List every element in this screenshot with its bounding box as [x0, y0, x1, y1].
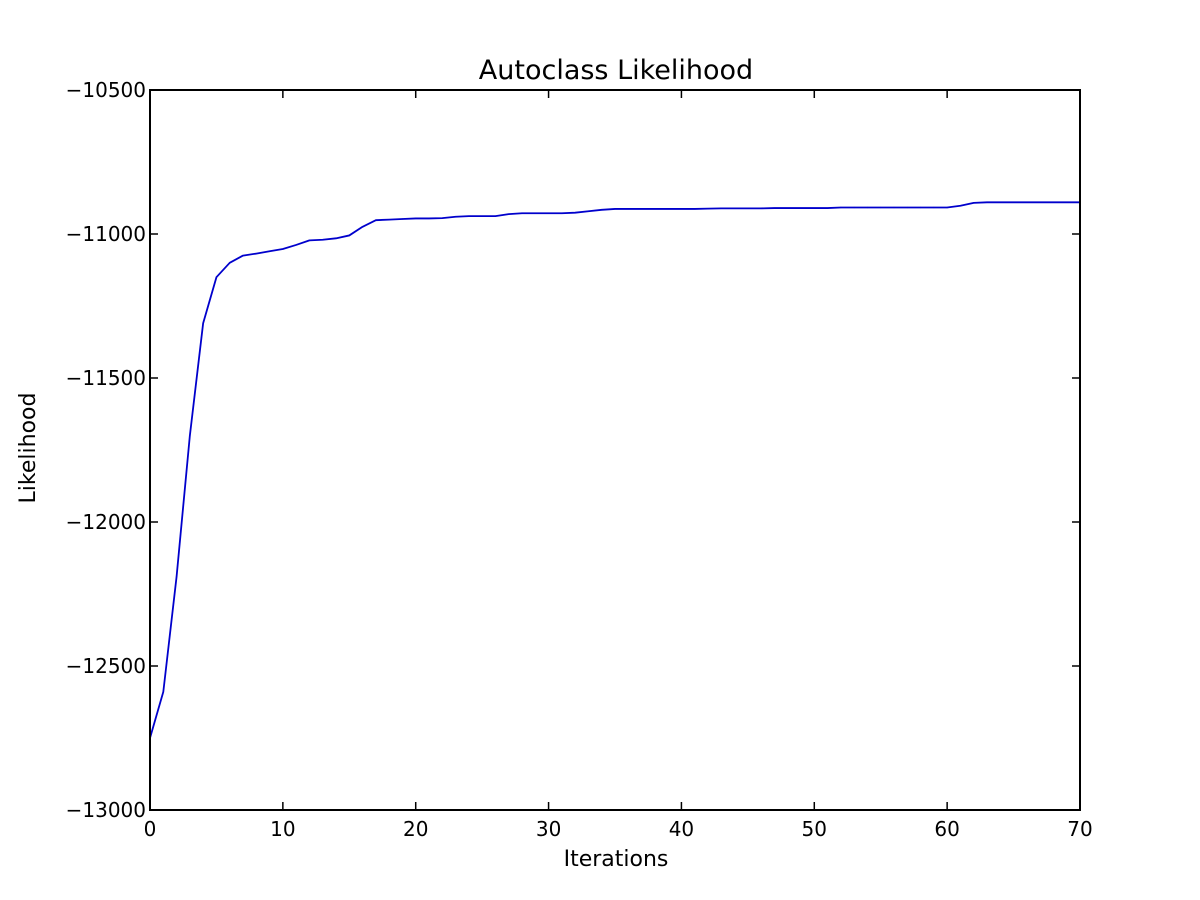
- x-tick-label: 10: [270, 817, 295, 841]
- data-point: [348, 234, 350, 237]
- data-point: [601, 209, 603, 211]
- data-point: [946, 206, 948, 209]
- data-point: [866, 206, 869, 209]
- data-point: [282, 248, 284, 250]
- data-point: [773, 207, 776, 209]
- data-point: [853, 206, 855, 209]
- data-point: [826, 207, 829, 209]
- data-point: [494, 215, 497, 217]
- data-point: [454, 216, 457, 218]
- data-point: [242, 255, 244, 257]
- data-point: [388, 219, 390, 221]
- y-tick-label: −13000: [66, 798, 146, 822]
- data-point: [654, 208, 656, 210]
- y-axis-label: Likelihood: [16, 393, 41, 504]
- data-point: [906, 206, 908, 209]
- data-point: [587, 210, 590, 212]
- data-point: [268, 250, 271, 252]
- data-point: [322, 239, 324, 241]
- data-point: [973, 202, 975, 204]
- axis-ticks: 0 10 20 30 40 50 60 70 −13000 −12500 −12000 −11500 −…: [66, 78, 1093, 841]
- plot-frame: [149, 89, 1081, 811]
- data-point: [468, 215, 470, 217]
- data-point: [880, 206, 882, 209]
- data-point: [229, 262, 231, 264]
- x-tick-label: 40: [669, 817, 694, 841]
- data-point: [1066, 201, 1068, 203]
- data-point: [401, 218, 404, 220]
- data-point: [215, 276, 218, 278]
- y-tick-label: −11000: [66, 222, 146, 246]
- data-point: [534, 212, 536, 214]
- data-point: [800, 207, 802, 209]
- data-point: [813, 207, 815, 209]
- data-point: [508, 213, 510, 215]
- x-tick-label: 30: [536, 817, 561, 841]
- x-tick-label: 20: [403, 817, 428, 841]
- data-point: [840, 206, 842, 209]
- data-point: [986, 201, 988, 203]
- data-point: [1026, 201, 1028, 203]
- x-tick-label: 60: [934, 817, 959, 841]
- data-point: [933, 206, 935, 209]
- data-point: [707, 208, 709, 210]
- data-point: [733, 207, 736, 209]
- data-point: [175, 576, 178, 578]
- data-point: [760, 207, 762, 209]
- data-point: [189, 435, 191, 437]
- data-point: [308, 239, 311, 241]
- data-point: [694, 208, 696, 210]
- x-tick-label: 70: [1067, 817, 1092, 841]
- data-point: [680, 208, 683, 210]
- data-point: [361, 226, 364, 228]
- data-point: [428, 217, 430, 220]
- y-tick-label: −11500: [66, 366, 146, 390]
- data-point: [1012, 201, 1015, 203]
- data-point: [255, 252, 257, 255]
- y-tick-label: −12000: [66, 510, 146, 534]
- data-point: [720, 207, 722, 209]
- data-point: [787, 207, 789, 209]
- data-point: [959, 205, 962, 207]
- data-point: [614, 208, 616, 210]
- y-tick-label: −10500: [66, 78, 146, 102]
- chart-title: Autoclass Likelihood: [479, 55, 753, 86]
- y-tick-label: −12500: [66, 654, 146, 678]
- data-point: [1052, 201, 1055, 203]
- data-point: [415, 217, 417, 220]
- data-point: [335, 237, 337, 239]
- data-point: [640, 208, 643, 210]
- data-point: [893, 206, 895, 209]
- data-point: [481, 215, 483, 217]
- data-point: [747, 207, 749, 209]
- data-point: [295, 244, 297, 246]
- data-point: [1039, 201, 1041, 203]
- data-point: [162, 691, 164, 693]
- data-point: [521, 212, 523, 214]
- data-point: [202, 322, 204, 324]
- x-tick-label: 50: [802, 817, 827, 841]
- data-point: [375, 219, 377, 221]
- data-point: [999, 201, 1001, 203]
- data-point: [919, 206, 922, 209]
- data-point: [547, 212, 550, 214]
- data-point: [574, 212, 576, 214]
- data-point: [667, 208, 669, 210]
- data-point: [627, 208, 629, 210]
- x-axis-label: Iterations: [564, 847, 669, 872]
- data-point: [441, 217, 443, 219]
- x-tick-label: 0: [144, 817, 157, 841]
- data-point: [561, 212, 563, 214]
